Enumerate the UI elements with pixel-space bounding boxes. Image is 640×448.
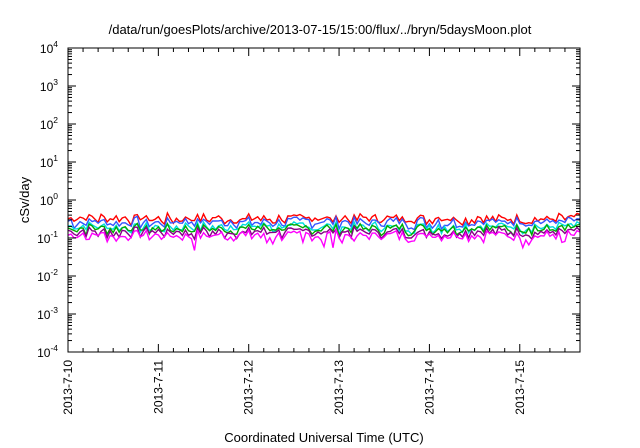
y-tick-label: 10-1	[37, 229, 58, 246]
x-axis: 2013-7-10 2013-7-11 2013-7-12 2013-7-13 2013…	[61, 48, 566, 415]
plot-lines	[67, 211, 581, 251]
x-axis-label: Coordinated Universal Time (UTC)	[224, 430, 423, 445]
chart-title: /data/run/goesPlots/archive/2013-07-15/1…	[109, 22, 532, 37]
y-tick-label: 10-4	[37, 343, 58, 360]
x-tick-label: 2013-7-10	[61, 360, 75, 415]
y-axis: 10-4 10-3 10-2 10-1 100 101 102 103 104	[37, 39, 580, 360]
y-tick-label: 103	[40, 77, 58, 94]
series-line	[67, 211, 581, 228]
plot-frame	[67, 47, 581, 353]
x-tick-label: 2013-7-12	[242, 360, 256, 415]
y-tick-label: 10-3	[37, 305, 58, 322]
x-tick-label: 2013-7-11	[151, 360, 165, 414]
x-tick-label: 2013-7-13	[332, 360, 346, 415]
series-line	[67, 214, 581, 231]
y-tick-label: 104	[40, 39, 58, 56]
x-tick-label: 2013-7-15	[513, 360, 527, 415]
y-tick-label: 102	[40, 115, 58, 132]
x-tick-label: 2013-7-14	[422, 360, 436, 415]
y-tick-label: 10-2	[37, 267, 58, 284]
y-axis-label: cSv/day	[17, 176, 32, 223]
y-tick-label: 101	[40, 153, 58, 170]
series-line	[67, 227, 581, 251]
y-tick-label: 100	[40, 191, 58, 208]
series-line	[67, 224, 581, 241]
series-line	[67, 221, 581, 238]
